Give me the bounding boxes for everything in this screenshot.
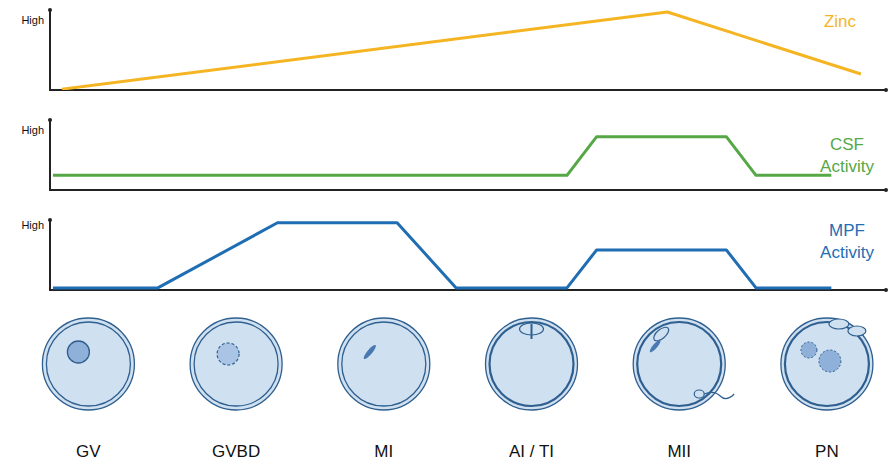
line	[53, 137, 831, 176]
series-label: CSFActivity	[820, 135, 874, 176]
axis-end	[48, 8, 52, 12]
line	[53, 223, 831, 288]
panel: High Zinc	[21, 8, 888, 92]
y-tick-label: High	[21, 124, 44, 136]
oocyte	[190, 318, 282, 410]
plot-area	[53, 223, 831, 288]
plot-area	[62, 12, 861, 89]
y-axis	[49, 120, 51, 191]
oocyte	[486, 318, 578, 410]
oocyte	[42, 318, 134, 410]
x-tick-label: GV	[76, 442, 101, 461]
figure: High Zinc High CSFActivity High MPFActivity GV…	[0, 0, 889, 464]
line	[62, 12, 861, 89]
cells	[42, 318, 873, 410]
x-axis	[49, 89, 886, 91]
series-label: Zinc	[824, 12, 857, 31]
y-tick-label: High	[21, 14, 44, 26]
y-axis	[49, 10, 51, 91]
oocyte	[338, 318, 430, 410]
x-axis	[49, 189, 886, 191]
x-tick-label: AI / TI	[509, 442, 554, 461]
x-tick-label: MII	[667, 442, 691, 461]
axis-end	[48, 118, 52, 122]
y-axis	[49, 220, 51, 291]
oocyte	[781, 318, 873, 410]
axis-end	[884, 188, 888, 192]
panel: High CSFActivity	[21, 118, 888, 192]
axis-end	[48, 218, 52, 222]
axis-end	[884, 88, 888, 92]
oocyte	[633, 318, 734, 410]
x-tick-label: MI	[374, 442, 393, 461]
axis-end	[884, 288, 888, 292]
x-tick-label: GVBD	[212, 442, 260, 461]
plot-area	[53, 137, 831, 176]
series-label: MPFActivity	[820, 221, 874, 262]
x-tick-label: PN	[815, 442, 839, 461]
y-tick-label: High	[21, 219, 44, 231]
panel: High MPFActivity	[21, 218, 888, 292]
